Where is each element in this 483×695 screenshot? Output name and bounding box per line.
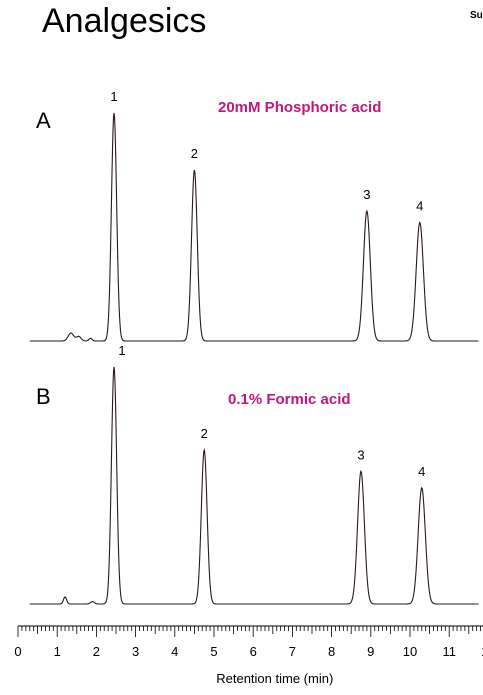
peak-label-B-2: 2 (201, 426, 208, 441)
x-tick-label: 8 (328, 644, 335, 659)
x-axis-label: Retention time (min) (216, 671, 333, 686)
panel-label-A: A (36, 108, 51, 133)
condition-label-B: 0.1% Formic acid (228, 391, 351, 408)
x-tick-label: 5 (210, 644, 217, 659)
x-tick-label: 12 (481, 644, 483, 659)
trace-line-A (29, 112, 479, 342)
x-tick-label: 10 (403, 644, 417, 659)
condition-label-A: 20mM Phosphoric acid (218, 99, 381, 116)
x-tick-label: 0 (14, 644, 21, 659)
x-tick-label: 1 (54, 644, 61, 659)
page-title: Analgesics (42, 2, 207, 40)
peak-label-A-4: 4 (416, 198, 423, 213)
peak-label-A-3: 3 (363, 187, 370, 202)
x-tick-label: 4 (171, 644, 178, 659)
peak-label-A-1: 1 (110, 89, 117, 104)
x-tick-label: 6 (250, 644, 257, 659)
corner-text: Su (470, 10, 483, 21)
x-tick-label: 3 (132, 644, 139, 659)
panel-label-B: B (36, 384, 51, 409)
peak-label-A-2: 2 (191, 146, 198, 161)
x-tick-label: 11 (442, 644, 456, 659)
x-tick-label: 7 (289, 644, 296, 659)
trace-line-B (29, 366, 479, 605)
peak-label-B-3: 3 (357, 447, 364, 462)
x-tick-label: 2 (93, 644, 100, 659)
x-tick-label: 9 (367, 644, 374, 659)
peak-label-B-1: 1 (118, 343, 125, 358)
peak-label-B-4: 4 (418, 464, 425, 479)
